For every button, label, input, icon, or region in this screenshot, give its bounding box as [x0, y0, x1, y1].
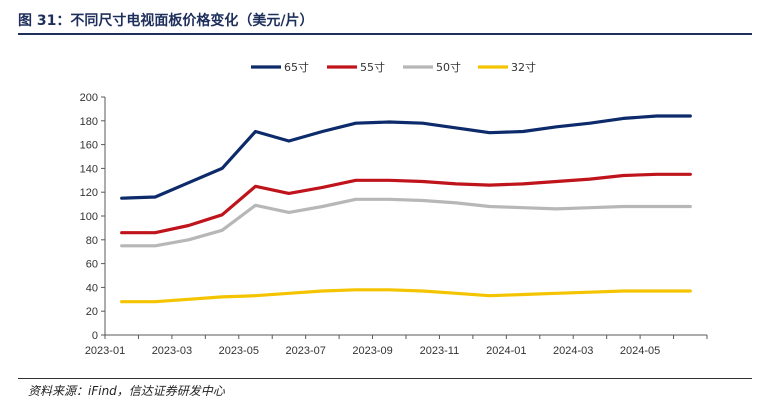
legend: 65寸 55寸 50寸 32寸: [251, 60, 536, 74]
series-line-2: [120, 197, 692, 248]
x-tick-label: 2024-05: [620, 345, 660, 357]
x-tick-label: 2024-01: [486, 345, 526, 357]
x-tick-label: 2023-09: [352, 345, 392, 357]
y-tick-label: 120: [80, 187, 98, 199]
x-tick-label: 2023-05: [219, 345, 259, 357]
y-tick-label: 180: [80, 116, 98, 128]
legend-label-3: 32寸: [511, 60, 536, 74]
y-tick-label: 200: [80, 92, 98, 104]
legend-label-0: 65寸: [284, 60, 309, 74]
y-tick-label: 160: [80, 140, 98, 152]
x-tick-label: 2024-03: [553, 345, 593, 357]
x-tick-label: 2023-07: [285, 345, 325, 357]
x-tick-label: 2023-03: [152, 345, 192, 357]
x-tick-label: 2023-01: [85, 345, 125, 357]
source-rule: [18, 378, 752, 379]
legend-label-2: 50寸: [436, 60, 461, 74]
axes: 0 20 40 60 80 100 120 140 160 180 200 2023-01 2023-0…: [80, 92, 708, 357]
series-line-3: [120, 288, 692, 304]
y-tick-label: 40: [86, 282, 98, 294]
series-line-1: [120, 172, 692, 235]
source-note: 资料来源：iFind，信达证券研发中心: [28, 384, 225, 398]
series-line-0: [120, 114, 692, 200]
x-tick-label: 2023-11: [420, 345, 460, 357]
y-tick-label: 60: [86, 259, 98, 271]
y-tick-label: 80: [86, 235, 98, 247]
figure-title: 图 31：不同尺寸电视面板价格变化（美元/片）: [18, 13, 314, 29]
series-layer: [120, 114, 692, 304]
title-rule: [18, 33, 752, 35]
line-chart: 65寸 55寸 50寸 32寸 0 20 40 60 80 100 120 140 160 180 200…: [80, 60, 708, 357]
y-tick-label: 100: [80, 211, 98, 223]
legend-label-1: 55寸: [360, 60, 385, 74]
y-tick-label: 0: [92, 330, 98, 342]
y-tick-label: 140: [80, 163, 98, 175]
y-tick-label: 20: [86, 306, 98, 318]
